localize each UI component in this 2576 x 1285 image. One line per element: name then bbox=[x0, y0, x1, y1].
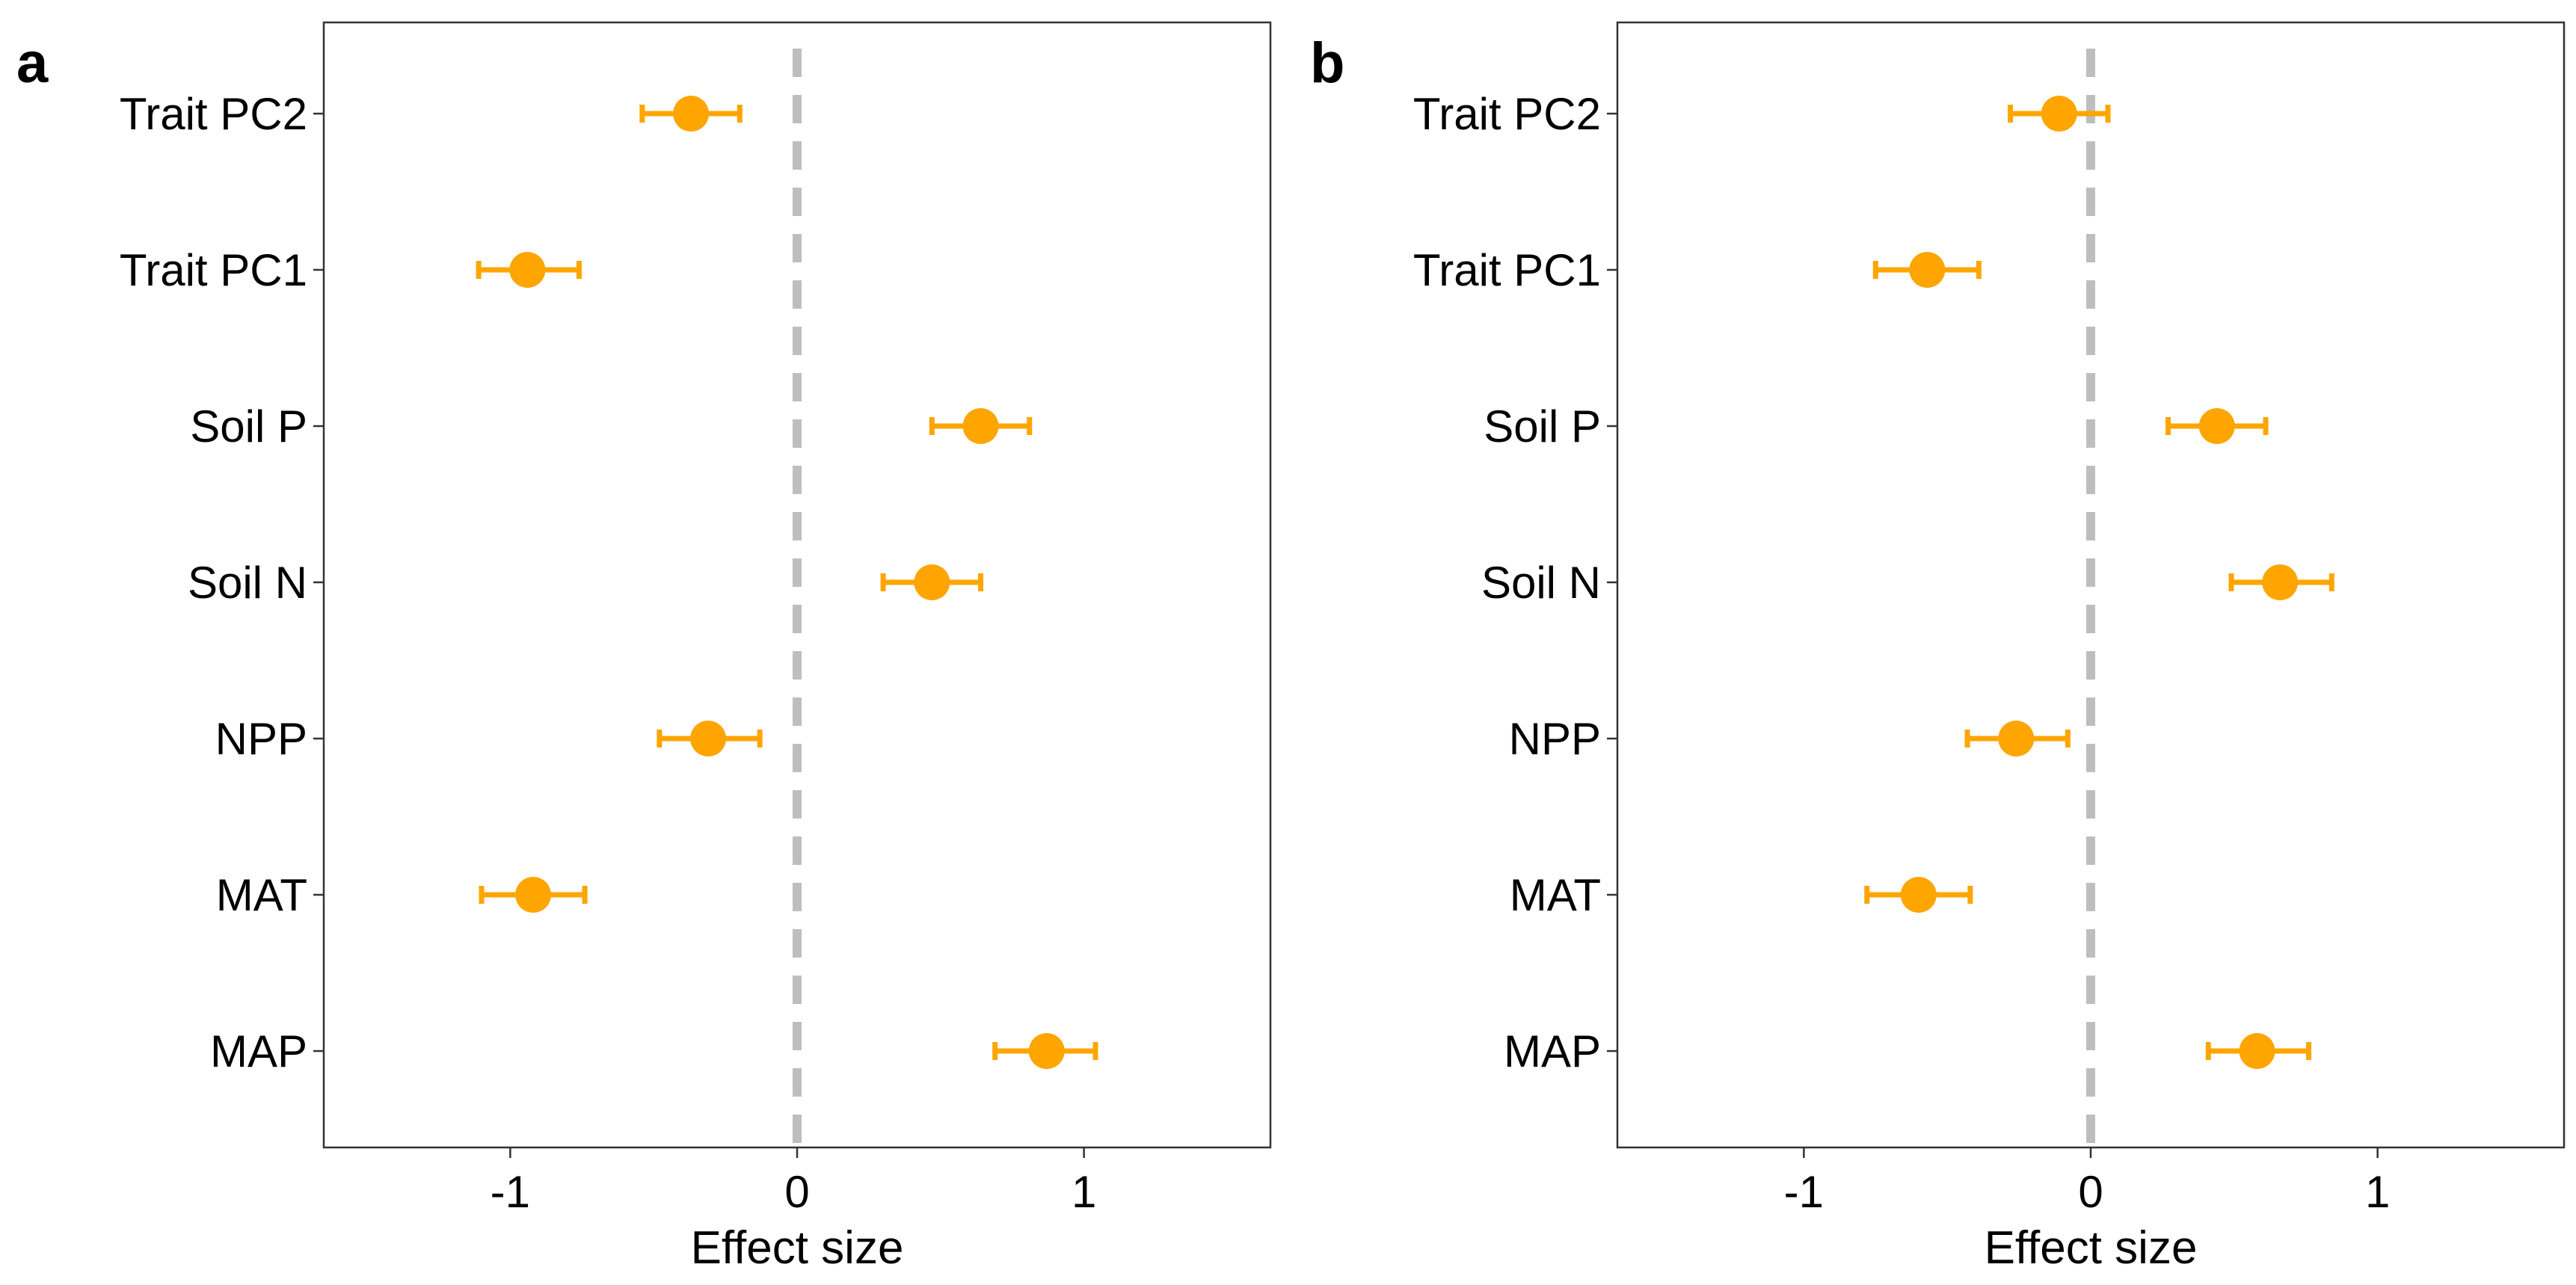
panel-b-category-label: MAP bbox=[1504, 1026, 1601, 1076]
panel-a-category-label: MAT bbox=[216, 870, 307, 920]
panel-a-point bbox=[515, 877, 552, 913]
panel-b: b Effect size -1 0 1 Trait PC2 Trait PC1 Soil… bbox=[1310, 21, 2566, 1274]
panel-a-x-tick-label: -1 bbox=[491, 1167, 530, 1217]
panel-b-point bbox=[2239, 1033, 2275, 1069]
panel-b-x-tick-label: -1 bbox=[1784, 1167, 1824, 1217]
panel-a: a Effect size -1 0 1 Trait PC2 Trait PC1 Soil… bbox=[16, 21, 1272, 1274]
panel-a-point bbox=[509, 252, 546, 288]
panel-a-letter: a bbox=[16, 31, 49, 95]
panel-b-category-label: NPP bbox=[1509, 714, 1601, 764]
panel-a-category-label: Soil P bbox=[190, 401, 307, 452]
panel-b-point bbox=[1909, 252, 1946, 288]
panel-a-x-tick-label: 1 bbox=[1072, 1167, 1096, 1217]
panel-b-x-tick-label: 0 bbox=[2078, 1167, 2103, 1217]
panel-b-category-label: Soil N bbox=[1481, 558, 1601, 608]
panel-a-category-label: MAP bbox=[210, 1026, 307, 1076]
panel-b-category-label: Soil P bbox=[1484, 401, 1601, 452]
panel-b-point bbox=[2262, 564, 2299, 600]
panel-b-letter: b bbox=[1310, 31, 1344, 95]
panel-b-category-label: MAT bbox=[1510, 870, 1601, 920]
panel-a-point bbox=[962, 408, 999, 444]
panel-a-x-axis-title: Effect size bbox=[691, 1222, 904, 1274]
panel-b-x-tick-label: 1 bbox=[2365, 1167, 2390, 1217]
panel-b-x-axis-title: Effect size bbox=[1985, 1222, 2198, 1274]
panel-a-point bbox=[914, 564, 950, 600]
panel-b-point bbox=[2041, 96, 2077, 132]
panel-b-point bbox=[2198, 408, 2235, 444]
panel-a-category-label: Trait PC1 bbox=[120, 245, 307, 295]
panel-b-category-label: Trait PC1 bbox=[1413, 245, 1601, 295]
panel-b-point bbox=[1900, 877, 1937, 913]
panel-b-point bbox=[1998, 721, 2035, 756]
panel-a-category-label: Soil N bbox=[188, 558, 307, 608]
panel-b-category-label: Trait PC2 bbox=[1413, 89, 1601, 139]
panel-a-x-tick-label: 0 bbox=[784, 1167, 809, 1217]
panel-a-point bbox=[690, 721, 727, 756]
panel-a-point bbox=[673, 96, 710, 132]
panel-a-category-label: Trait PC2 bbox=[120, 89, 307, 139]
panel-a-category-label: NPP bbox=[215, 714, 307, 764]
panel-a-point bbox=[1028, 1033, 1065, 1069]
